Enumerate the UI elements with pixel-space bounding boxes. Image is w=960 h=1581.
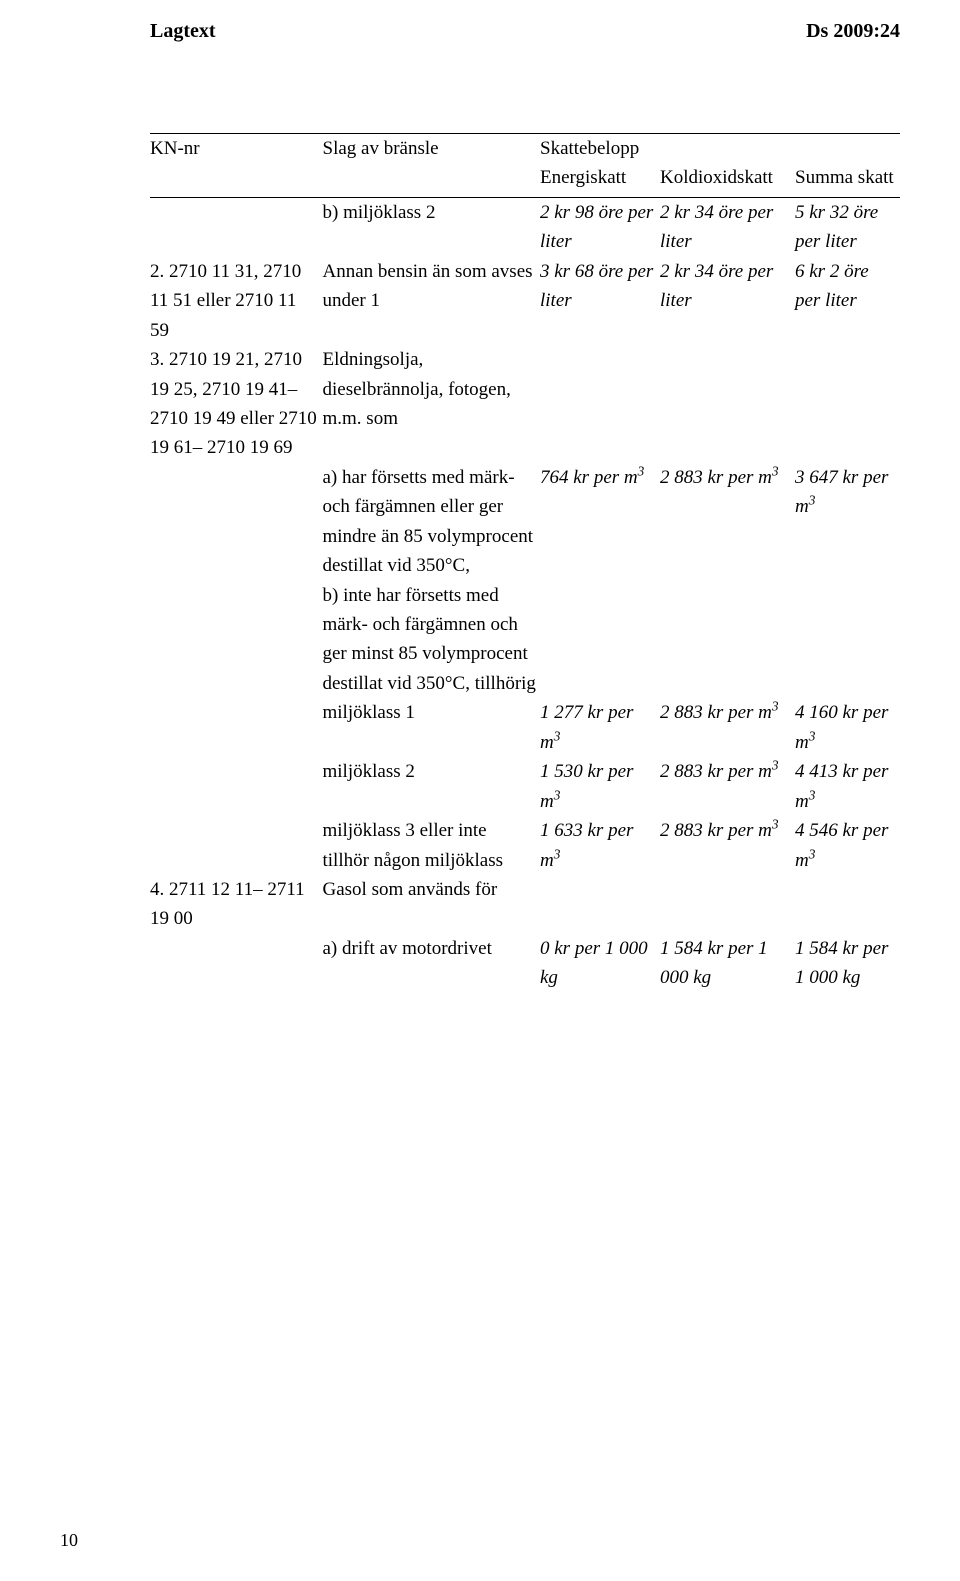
cell-c2: b) miljöklass 2 [323,197,541,256]
cell-c1 [150,934,323,993]
cell-c2: miljöklass 2 [323,757,541,816]
table-row: miljöklass 3 eller inte tillhör någon mi… [150,816,900,875]
col-head-skattebelopp: Skattebelopp [540,134,900,164]
cell-c2: Gasol som används för [323,875,541,934]
table-row: 3. 2710 19 21, 2710 19 25, 2710 19 41– 2… [150,345,900,463]
cell-c3: 764 kr per m3 [540,463,660,581]
cell-c3 [540,581,660,699]
running-head-right: Ds 2009:24 [806,20,900,43]
cell-c3 [540,345,660,463]
cell-c4: 2 883 kr per m3 [660,698,795,757]
cell-c1 [150,463,323,581]
table-row: a) drift av motordrivet0 kr per 1 000 kg… [150,934,900,993]
cell-c4 [660,581,795,699]
table-row: 2. 2710 11 31, 2710 11 51 eller 2710 11 … [150,257,900,345]
table-row: b) miljöklass 22 kr 98 öre per liter2 kr… [150,197,900,256]
cell-c3 [540,875,660,934]
cell-c1 [150,816,323,875]
table-head-row: KN-nr Slag av bränsle Skattebelopp [150,134,900,164]
table-row: a) har försetts med märk- och färgämnen … [150,463,900,581]
cell-c5: 4 546 kr per m3 [795,816,900,875]
tax-table: KN-nr Slag av bränsle Skattebelopp Energ… [150,133,900,993]
col-sub-summa: Summa skatt [795,163,900,197]
cell-c5 [795,345,900,463]
page-number: 10 [60,1530,900,1551]
cell-c1 [150,757,323,816]
cell-c3: 1 277 kr per m3 [540,698,660,757]
table-row: b) inte har för­setts med märk- och färg… [150,581,900,699]
table-row: miljöklass 21 530 kr per m32 883 kr per … [150,757,900,816]
cell-c2: Eldningsolja, dieselbrännolja, fotogen, … [323,345,541,463]
cell-c4 [660,345,795,463]
cell-c2: b) inte har för­setts med märk- och färg… [323,581,541,699]
cell-c4: 2 883 kr per m3 [660,816,795,875]
cell-c3: 2 kr 98 öre per liter [540,197,660,256]
cell-c1 [150,698,323,757]
cell-c3: 1 633 kr per m3 [540,816,660,875]
cell-c5: 4 160 kr per m3 [795,698,900,757]
cell-c5: 5 kr 32 öre per liter [795,197,900,256]
col-sub-energiskatt: Energiskatt [540,163,660,197]
page: Lagtext Ds 2009:24 KN-nr Slag av bränsle… [0,0,960,1581]
col-sub-koldioxidskatt: Koldioxidskatt [660,163,795,197]
col-head-kn-nr: KN-nr [150,134,323,164]
cell-c3: 1 530 kr per m3 [540,757,660,816]
cell-c3: 3 kr 68 öre per liter [540,257,660,345]
cell-c4: 2 kr 34 öre per liter [660,197,795,256]
cell-c4 [660,875,795,934]
cell-c5: 3 647 kr per m3 [795,463,900,581]
cell-c4: 2 kr 34 öre per liter [660,257,795,345]
cell-c2: a) har försetts med märk- och färgämnen … [323,463,541,581]
cell-c2: miljöklass 3 eller inte tillhör någon mi… [323,816,541,875]
cell-c2: Annan bensin än som avses under 1 [323,257,541,345]
table-subhead-row: Energiskatt Koldioxidskatt Summa skatt [150,163,900,197]
running-head-left: Lagtext [150,20,216,43]
col-head-slag: Slag av bränsle [323,134,541,164]
table-row: miljöklass 11 277 kr per m32 883 kr per … [150,698,900,757]
running-head: Lagtext Ds 2009:24 [150,20,900,43]
cell-c1: 2. 2710 11 31, 2710 11 51 eller 2710 11 … [150,257,323,345]
cell-c5: 1 584 kr per 1 000 kg [795,934,900,993]
cell-c4: 1 584 kr per 1 000 kg [660,934,795,993]
cell-c3: 0 kr per 1 000 kg [540,934,660,993]
cell-c2: miljöklass 1 [323,698,541,757]
cell-c5: 4 413 kr per m3 [795,757,900,816]
cell-c4: 2 883 kr per m3 [660,757,795,816]
cell-c4: 2 883 kr per m3 [660,463,795,581]
cell-c5 [795,581,900,699]
cell-c5 [795,875,900,934]
cell-c1: 3. 2710 19 21, 2710 19 25, 2710 19 41– 2… [150,345,323,463]
cell-c5: 6 kr 2 öre per liter [795,257,900,345]
cell-c2: a) drift av motordrivet [323,934,541,993]
cell-c1: 4. 2711 12 11– 2711 19 00 [150,875,323,934]
cell-c1 [150,581,323,699]
cell-c1 [150,197,323,256]
content: KN-nr Slag av bränsle Skattebelopp Energ… [150,133,900,1490]
table-row: 4. 2711 12 11– 2711 19 00Gasol som använ… [150,875,900,934]
